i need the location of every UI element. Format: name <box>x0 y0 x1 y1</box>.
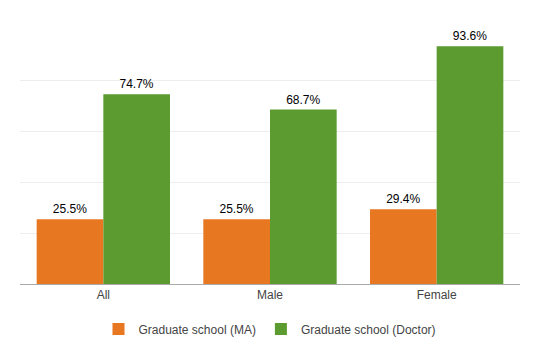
svg-text:68.7%: 68.7% <box>286 93 320 107</box>
svg-text:74.7%: 74.7% <box>119 77 153 91</box>
svg-text:Male: Male <box>257 288 283 302</box>
svg-text:25.5%: 25.5% <box>53 202 87 216</box>
svg-text:All: All <box>97 288 110 302</box>
svg-text:Graduate school (Doctor): Graduate school (Doctor) <box>301 323 436 337</box>
svg-text:29.4%: 29.4% <box>386 192 420 206</box>
svg-text:25.5%: 25.5% <box>219 202 253 216</box>
svg-text:Graduate school (MA): Graduate school (MA) <box>139 323 256 337</box>
svg-text:Female: Female <box>417 288 457 302</box>
svg-text:93.6%: 93.6% <box>453 29 487 43</box>
